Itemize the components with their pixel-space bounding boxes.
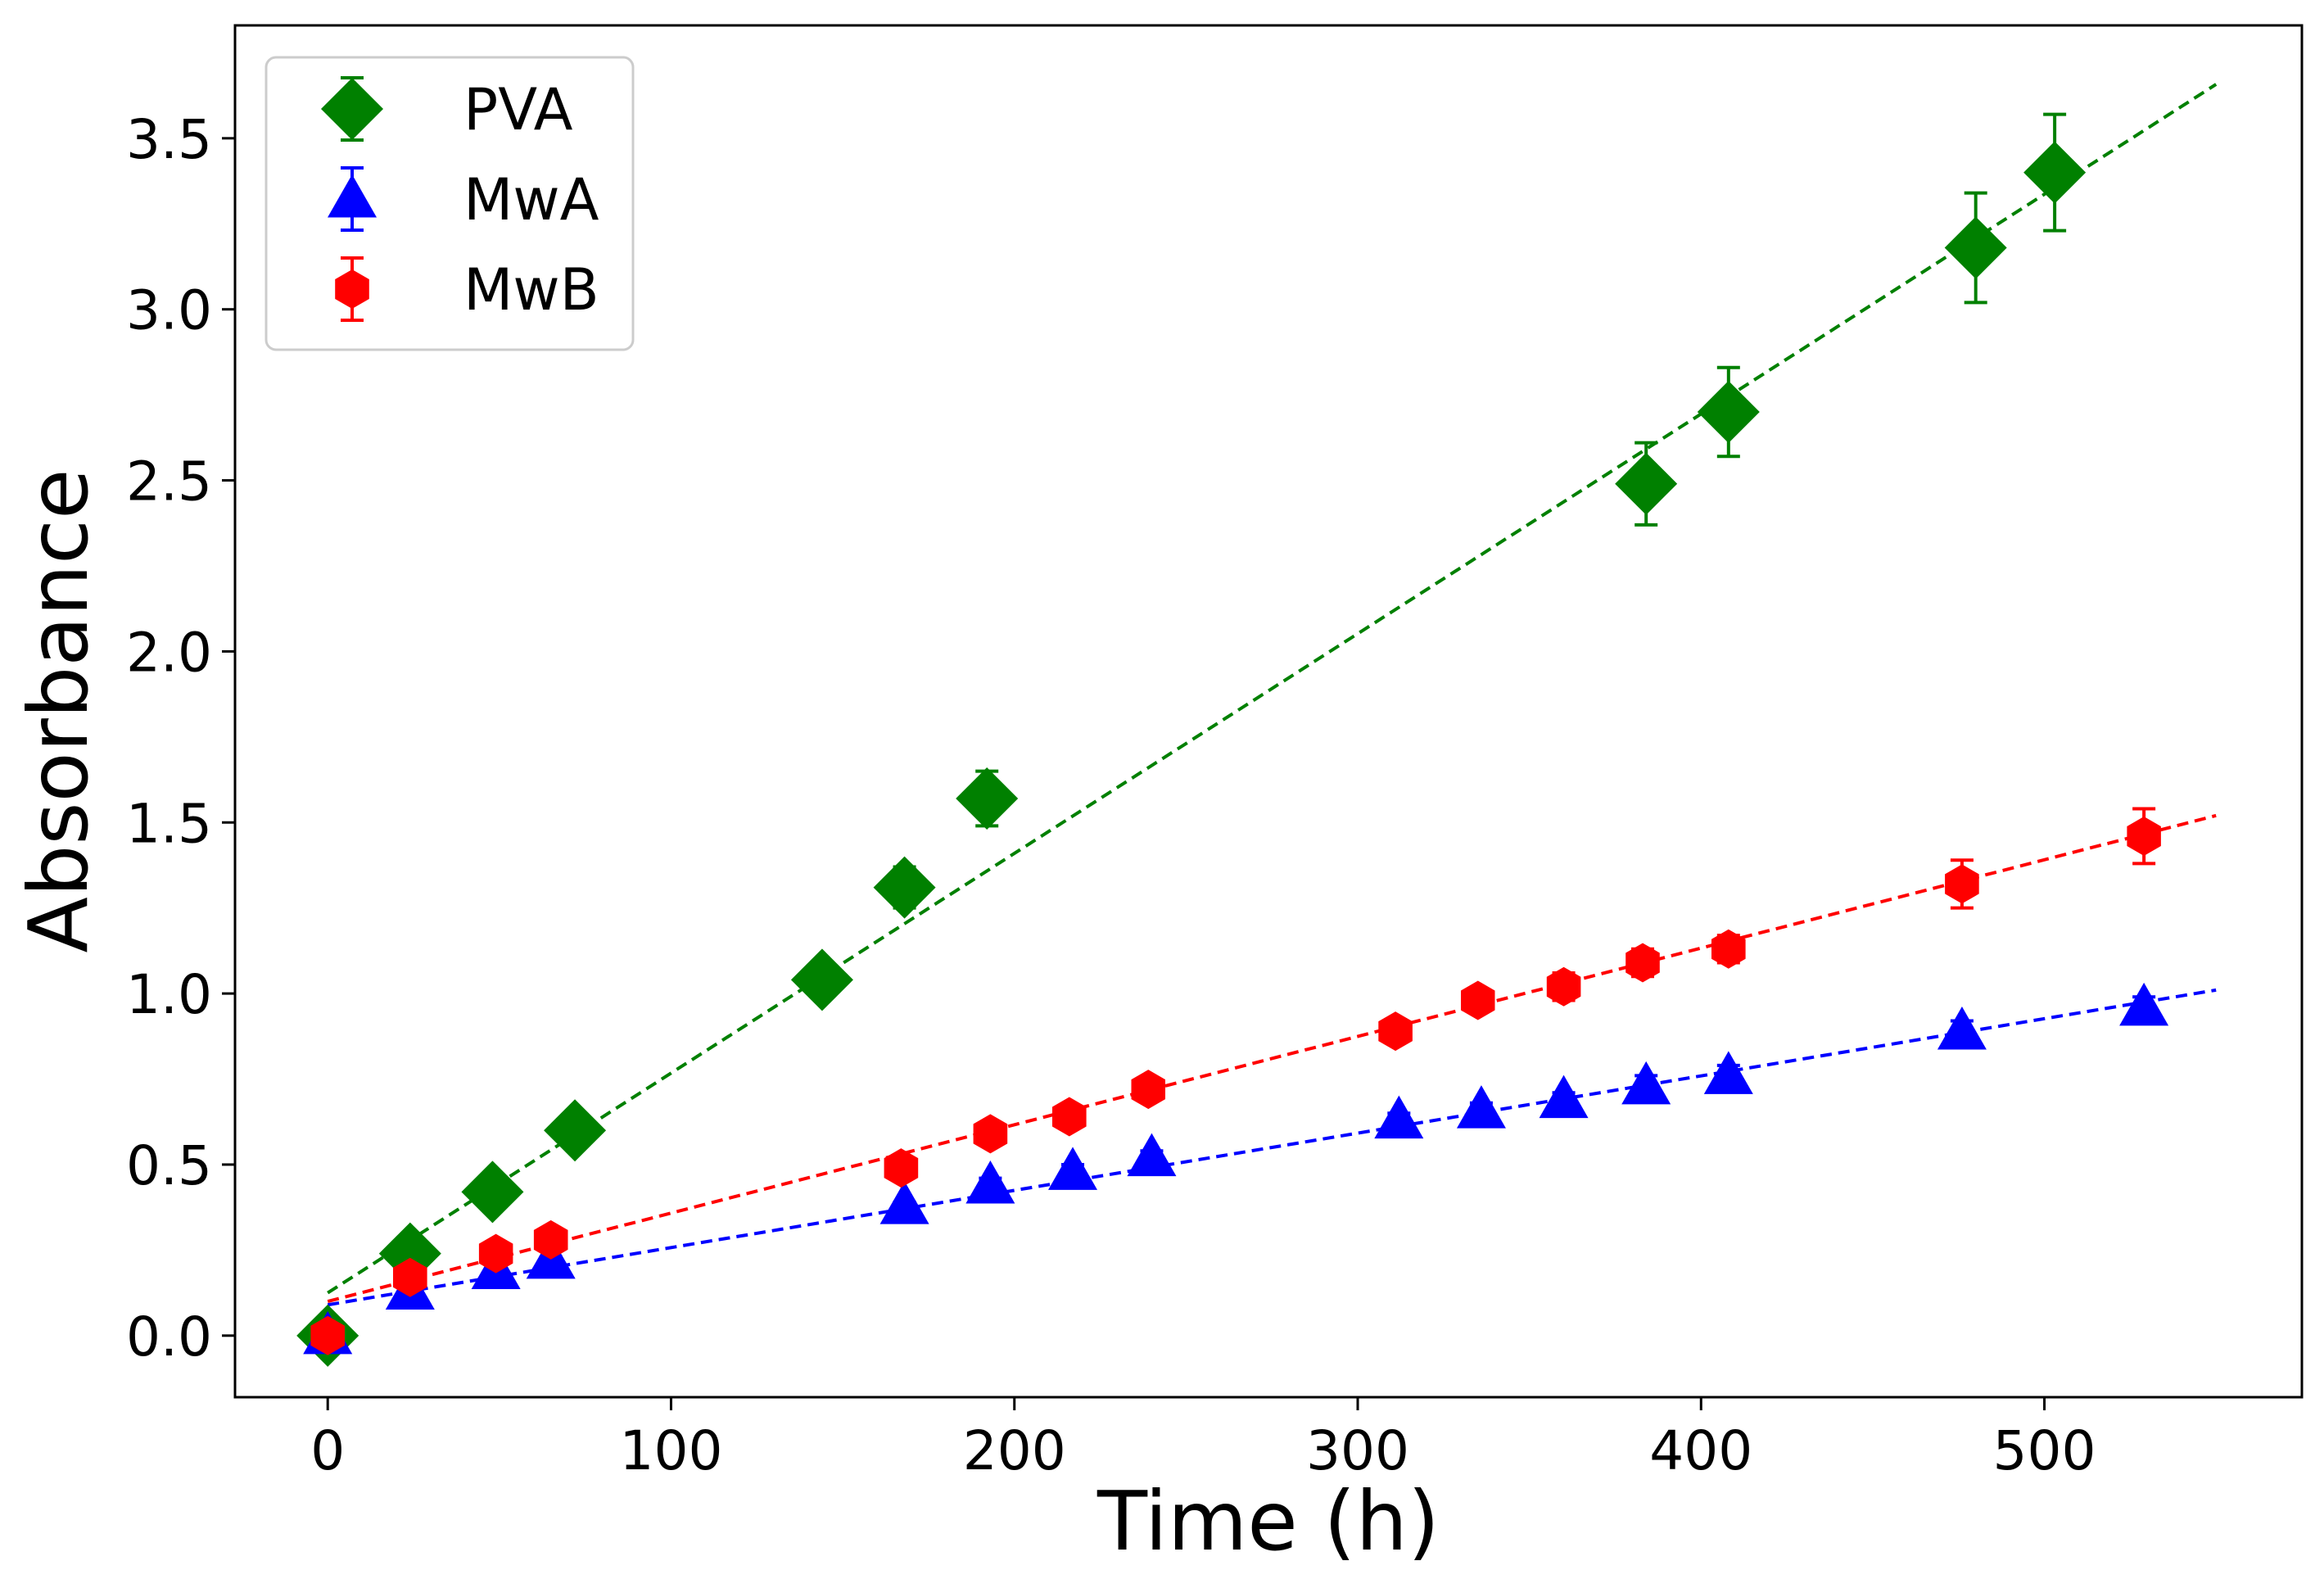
y-tick-label: 0.5 [126,1134,212,1197]
data-point-mwa [1374,1095,1424,1139]
fit-line-pva [327,83,2218,1295]
y-tick-label: 1.5 [126,792,212,855]
data-point-mwb [973,1114,1008,1154]
x-tick-label: 0 [310,1419,345,1482]
data-point-pva [873,856,936,919]
plot-frame [233,24,2304,1399]
legend: PVA MwA MwB [265,56,635,351]
x-tick-label: 200 [963,1419,1066,1482]
legend-marker-mwa [328,174,377,218]
data-point-mwb [1461,980,1495,1020]
y-axis-label: Absorbance [11,469,106,953]
data-point-mwa [1703,1051,1753,1094]
data-point-pva [2023,141,2087,204]
data-point-mwb [1378,1011,1413,1052]
data-point-pva [1944,216,2007,279]
data-point-pva [544,1099,607,1162]
y-tick-label: 0.0 [126,1305,212,1369]
fit-line-mwb [327,813,2217,1303]
legend-label-pva: PVA [463,76,573,143]
data-point-mwb [1711,929,1746,969]
data-point-mwb [1131,1070,1165,1110]
data-point-mwa [1127,1133,1177,1177]
data-point-pva [461,1161,524,1224]
data-point-mwb [1052,1097,1087,1137]
x-axis-ticks: 0 100 200 300 400 500 [310,1397,2096,1482]
data-point-mwb [884,1148,919,1188]
data-point-mwb [310,1315,345,1355]
legend-marker-pva [321,78,383,140]
data-point-mwb [533,1219,568,1260]
y-tick-label: 1.0 [126,963,212,1026]
data-point-mwa [965,1161,1015,1204]
legend-label-mwa: MwA [463,166,599,233]
y-axis-ticks: 0.0 0.5 1.0 1.5 2.0 2.5 3.0 3.5 [126,108,235,1369]
data-point-mwa [1456,1085,1506,1129]
legend-label-mwb: MwB [463,256,599,324]
data-markers [296,141,2169,1367]
x-tick-label: 500 [1993,1419,2096,1482]
x-tick-label: 100 [619,1419,722,1482]
data-point-mwb [1546,966,1581,1007]
y-tick-label: 3.5 [126,108,212,171]
x-tick-label: 400 [1649,1419,1752,1482]
y-tick-label: 2.5 [126,450,212,514]
data-point-pva [790,948,853,1011]
data-point-mwa [1539,1075,1589,1119]
data-point-pva [1615,452,1678,515]
data-point-mwb [1625,943,1660,983]
data-point-pva [1697,381,1760,444]
data-point-pva [956,767,1019,830]
data-point-mwb [478,1233,513,1274]
y-tick-label: 3.0 [126,279,212,342]
data-point-mwa [1937,1007,1987,1050]
fit-line-mwa [327,988,2217,1307]
data-point-mwb [2127,817,2161,856]
data-point-mwa [1048,1147,1098,1190]
data-point-mwa [1621,1061,1671,1105]
data-point-mwb [393,1257,427,1297]
y-tick-label: 2.0 [126,621,212,684]
legend-marker-mwb [335,269,369,309]
x-axis-label: Time (h) [1096,1473,1440,1569]
data-point-mwa [879,1181,929,1224]
fit-lines [327,83,2218,1307]
data-point-mwb [1945,864,1979,904]
data-point-mwa [2119,982,2169,1026]
x-tick-label: 300 [1306,1419,1409,1482]
